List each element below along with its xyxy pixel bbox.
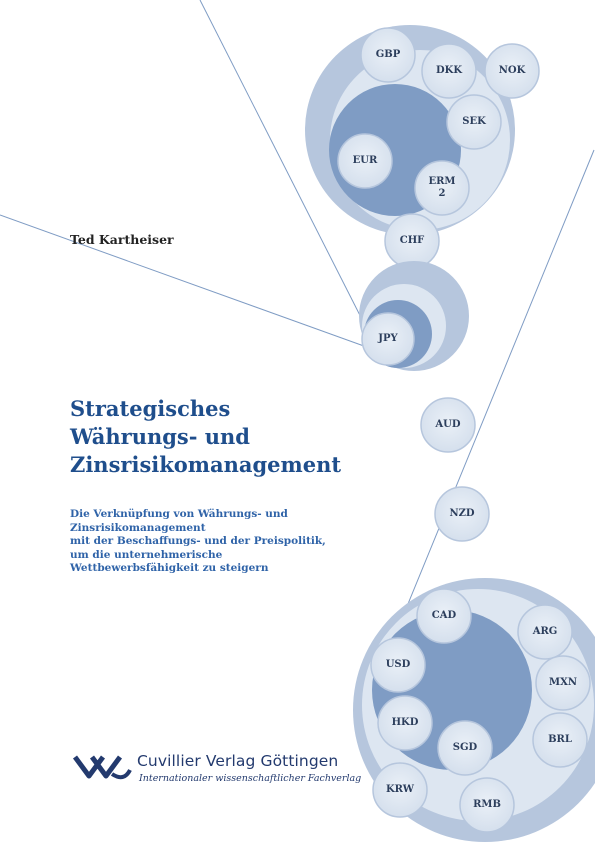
label-brl: BRL xyxy=(548,734,572,745)
bubble-cad xyxy=(416,588,472,644)
title-line: Strategisches xyxy=(70,396,231,421)
author-name: Ted Kartheiser xyxy=(70,232,174,247)
bubble-mxn xyxy=(535,655,591,711)
bubble-sek xyxy=(446,94,502,150)
bubble-eur xyxy=(337,133,393,189)
publisher-name: Cuvillier Verlag Göttingen xyxy=(137,752,339,770)
label-krw: KRW xyxy=(385,784,415,795)
bubble-brl xyxy=(532,712,588,768)
title-line: Währungs- und xyxy=(70,424,250,449)
bubble-krw xyxy=(372,762,428,818)
diagonal-line xyxy=(384,149,595,661)
label-nzd: NZD xyxy=(449,508,475,519)
subtitle-line: Zinsrisikomanagement xyxy=(70,521,206,534)
label-dkk: DKK xyxy=(435,65,463,76)
label-arg: ARG xyxy=(532,626,558,637)
label-sek: SEK xyxy=(462,116,486,127)
label-rmb: RMB xyxy=(473,799,501,810)
publisher-logo-icon xyxy=(72,755,132,780)
bubble-erm2 xyxy=(414,160,470,216)
book-subtitle: Die Verknüpfung von Währungs- und Zinsri… xyxy=(70,508,400,576)
label-chf: CHF xyxy=(399,235,425,246)
label-usd: USD xyxy=(385,659,411,670)
bubble-usd xyxy=(370,637,426,693)
title-line: Zinsrisikomanagement xyxy=(70,452,342,477)
bubble-nzd xyxy=(434,486,490,542)
bubble-sgd xyxy=(437,720,493,776)
bubble-jpy xyxy=(361,312,415,366)
bubble-nok xyxy=(484,43,540,99)
bubble-rmb xyxy=(459,777,515,833)
label-mxn: MXN xyxy=(549,677,577,688)
label-erm2: ERM 2 xyxy=(428,176,456,199)
diagonal-line xyxy=(199,0,376,346)
bubble-aud xyxy=(420,397,476,453)
bubble-hkd xyxy=(377,695,433,751)
subtitle-line: Die Verknüpfung von Währungs- und xyxy=(70,508,288,520)
bubble-arg xyxy=(517,604,573,660)
diagonal-line xyxy=(0,214,376,351)
bubble-gbp xyxy=(360,27,416,83)
subtitle-line: mit der Beschaffungs- und der Preispolit… xyxy=(70,535,326,547)
label-aud: AUD xyxy=(435,419,461,430)
label-eur: EUR xyxy=(352,155,378,166)
label-sgd: SGD xyxy=(452,742,478,753)
label-hkd: HKD xyxy=(391,717,419,728)
label-cad: CAD xyxy=(431,610,457,621)
subtitle-line: um die unternehmerische xyxy=(70,548,223,561)
bubble-dkk xyxy=(421,43,477,99)
publisher-tagline: Internationaler wissenschaftlicher Fachv… xyxy=(139,773,362,784)
subtitle-line: Wettbewerbsfähigkeit zu steigern xyxy=(70,562,269,574)
book-title: Strategisches Währungs- und Zinsrisikoma… xyxy=(70,395,410,479)
label-jpy: JPY xyxy=(378,333,398,344)
label-nok: NOK xyxy=(498,65,526,76)
label-gbp: GBP xyxy=(375,49,401,60)
